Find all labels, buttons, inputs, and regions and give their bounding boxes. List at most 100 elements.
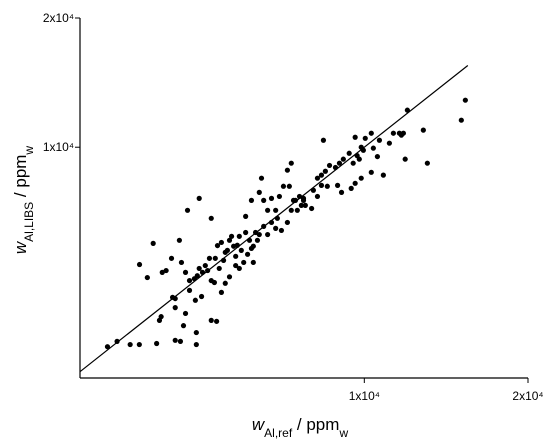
point [296, 193, 303, 200]
point [338, 189, 345, 195]
point [186, 277, 193, 284]
point [320, 137, 327, 143]
y-tick-label: 1x10⁴ [43, 140, 74, 154]
x-tick-label: 1x10⁴ [349, 389, 380, 403]
point [250, 243, 256, 249]
point [248, 197, 255, 203]
point [261, 197, 267, 203]
point [276, 193, 283, 200]
point [322, 168, 328, 174]
point [186, 287, 193, 293]
point [184, 207, 191, 213]
point [180, 323, 187, 329]
point [193, 341, 199, 348]
x-tick-label: 2x10⁴ [512, 389, 543, 403]
point [236, 233, 242, 239]
point [352, 134, 358, 140]
point [206, 255, 213, 261]
point [376, 137, 383, 143]
point [356, 156, 362, 162]
point [309, 205, 315, 212]
point [334, 182, 341, 188]
label-part: Al,LIBS [22, 202, 36, 242]
point [234, 242, 240, 248]
point [150, 240, 156, 246]
point [208, 215, 214, 221]
point [211, 279, 217, 286]
point [273, 225, 279, 231]
point [294, 207, 300, 213]
point [326, 162, 333, 169]
point [265, 207, 271, 213]
point [300, 195, 307, 201]
point [214, 318, 220, 324]
point [256, 189, 262, 195]
point [182, 310, 189, 317]
point [273, 207, 279, 213]
point [298, 202, 304, 208]
point [226, 237, 233, 243]
point [176, 237, 182, 243]
label-part: Al,ref [264, 426, 293, 440]
label-part: / ppm [11, 155, 30, 202]
point [288, 160, 294, 166]
point [224, 247, 230, 253]
point [196, 265, 202, 272]
point [310, 187, 316, 193]
point [268, 219, 275, 226]
point [348, 185, 354, 191]
point [258, 175, 265, 181]
point [404, 107, 410, 113]
label-part: w [252, 415, 266, 434]
point [127, 341, 133, 348]
point [178, 259, 185, 266]
point [136, 261, 143, 268]
point [336, 160, 343, 166]
label-part: w [338, 426, 348, 440]
point [236, 265, 242, 272]
y-axis-label: wAl,LIBS / ppmw [11, 146, 36, 255]
point [360, 147, 366, 153]
point [340, 156, 346, 162]
point [368, 169, 374, 175]
point [284, 167, 290, 173]
point [265, 231, 271, 238]
y-tick-label: 2x10⁴ [43, 11, 74, 25]
reference-line [79, 65, 469, 373]
point [374, 153, 381, 160]
point [462, 97, 468, 103]
point [324, 183, 330, 189]
label-part: w [11, 240, 30, 254]
point [390, 130, 396, 136]
point [172, 337, 178, 343]
point [228, 233, 235, 239]
point [241, 259, 247, 266]
point [226, 274, 233, 280]
point [154, 340, 160, 347]
point [114, 338, 120, 344]
point [193, 329, 199, 336]
point [261, 223, 267, 229]
point [400, 130, 407, 136]
point [158, 314, 164, 320]
point [218, 239, 225, 246]
point [314, 193, 321, 200]
point [268, 195, 275, 201]
point [362, 135, 368, 141]
point [159, 269, 165, 275]
point [286, 183, 292, 189]
point [302, 202, 308, 208]
point [196, 195, 202, 201]
point [216, 265, 222, 272]
point [205, 267, 211, 274]
point [332, 164, 339, 171]
point [380, 172, 386, 178]
point [350, 160, 356, 166]
point [144, 274, 150, 281]
point [172, 295, 178, 302]
label-part: / ppm [292, 415, 339, 434]
point [233, 253, 239, 259]
point [292, 197, 299, 203]
point [250, 259, 256, 266]
